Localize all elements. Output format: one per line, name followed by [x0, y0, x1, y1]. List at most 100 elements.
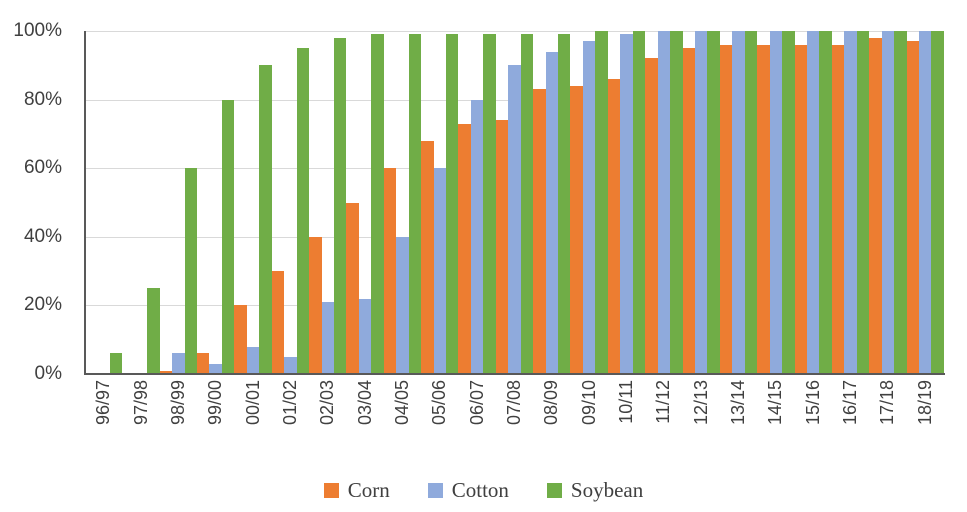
x-tick-label: 06/07	[466, 380, 487, 426]
bar-cotton-16/17	[844, 31, 857, 374]
x-tick-label: 96/97	[93, 380, 114, 426]
bar-soybean-17/18	[894, 31, 907, 374]
bar-corn-14/15	[757, 44, 770, 374]
bar-group-18/19	[906, 31, 944, 374]
bar-cotton-18/19	[919, 31, 932, 374]
corn-swatch-icon	[323, 483, 339, 498]
x-tick-99/00: 99/00	[197, 380, 234, 458]
bar-group-04/05	[383, 31, 422, 374]
x-axis-labels: 96/97 97/98 98/99 99/00 00/01 01/02 02/03 03/04…	[85, 380, 944, 458]
x-tick-16/17: 16/17	[832, 380, 869, 458]
cotton-swatch-icon	[427, 483, 443, 498]
x-tick-12/13: 12/13	[683, 380, 720, 458]
x-tick-11/12: 11/12	[645, 380, 682, 458]
bar-group-07/08	[495, 31, 534, 374]
bar-soybean-07/08	[520, 34, 534, 374]
x-tick-04/05: 04/05	[384, 380, 421, 458]
x-tick-96/97: 96/97	[85, 380, 122, 458]
x-tick-00/01: 00/01	[234, 380, 271, 458]
bar-cotton-05/06	[433, 168, 446, 374]
x-tick-07/08: 07/08	[496, 380, 533, 458]
bar-group-17/18	[869, 31, 907, 374]
bar-group-03/04	[346, 31, 384, 374]
x-tick-10/11: 10/11	[608, 380, 645, 458]
legend: Corn Cotton Soybean	[0, 478, 967, 503]
bar-corn-03/04	[346, 202, 359, 374]
y-tick-60: 60%	[23, 157, 62, 178]
bar-cotton-10/11	[620, 34, 633, 374]
x-tick-14/15: 14/15	[757, 380, 794, 458]
bar-group-09/10	[570, 31, 608, 374]
x-tick-label: 97/98	[130, 380, 151, 426]
bar-corn-11/12	[645, 58, 658, 374]
bar-soybean-10/11	[632, 31, 646, 374]
bar-corn-98/99	[159, 370, 173, 374]
x-tick-label: 15/16	[802, 380, 823, 426]
bar-soybean-16/17	[856, 31, 870, 374]
x-tick-label: 00/01	[242, 380, 263, 426]
x-tick-label: 08/09	[541, 380, 562, 426]
legend-label-soybean: Soybean	[570, 478, 644, 502]
bar-soybean-05/06	[446, 34, 459, 374]
x-tick-label: 13/14	[728, 380, 749, 426]
bar-corn-08/09	[533, 89, 546, 374]
bar-cotton-99/00	[209, 363, 222, 374]
bar-soybean-18/19	[931, 31, 944, 374]
bar-cotton-06/07	[470, 99, 484, 374]
bar-soybean-15/16	[819, 31, 832, 374]
bar-group-11/12	[645, 31, 683, 374]
x-tick-label: 10/11	[615, 380, 636, 424]
x-tick-17/18: 17/18	[869, 380, 906, 458]
bar-group-08/09	[533, 31, 571, 374]
bar-corn-05/06	[421, 140, 434, 374]
bar-cotton-02/03	[321, 301, 334, 374]
x-tick-label: 01/02	[279, 380, 300, 426]
x-tick-label: 12/13	[690, 380, 711, 426]
bar-corn-13/14	[719, 44, 733, 374]
bar-cotton-01/02	[284, 356, 297, 374]
x-axis-line	[84, 373, 945, 375]
x-tick-label: 14/15	[765, 380, 786, 426]
legend-item-soybean: Soybean	[546, 478, 644, 503]
bar-group-96/97	[85, 31, 123, 374]
bar-corn-18/19	[906, 41, 920, 374]
bar-cotton-12/13	[694, 31, 708, 374]
bar-cotton-13/14	[732, 31, 745, 374]
bar-cotton-08/09	[545, 51, 559, 374]
x-tick-label: 07/08	[503, 380, 524, 426]
bar-soybean-03/04	[371, 34, 384, 374]
bar-soybean-11/12	[670, 31, 683, 374]
y-tick-40: 40%	[23, 226, 62, 247]
bar-soybean-08/09	[558, 34, 571, 374]
bar-corn-17/18	[869, 37, 882, 374]
bar-soybean-96/97	[109, 353, 123, 374]
legend-label-cotton: Cotton	[451, 478, 509, 502]
bar-group-13/14	[719, 31, 758, 374]
bar-group-02/03	[309, 31, 347, 374]
x-tick-05/06: 05/06	[421, 380, 458, 458]
y-tick-0: 0%	[34, 363, 62, 384]
bar-cotton-98/99	[172, 353, 185, 374]
bar-cotton-09/10	[582, 41, 596, 374]
x-tick-13/14: 13/14	[720, 380, 757, 458]
x-tick-label: 99/00	[205, 380, 226, 426]
x-tick-98/99: 98/99	[160, 380, 197, 458]
x-tick-01/02: 01/02	[272, 380, 309, 458]
bar-soybean-04/05	[408, 34, 422, 374]
bar-cotton-07/08	[508, 65, 521, 374]
bar-soybean-01/02	[296, 48, 310, 374]
y-tick-20: 20%	[23, 294, 62, 315]
bar-soybean-13/14	[744, 31, 758, 374]
x-tick-label: 98/99	[167, 380, 188, 426]
bar-cotton-04/05	[396, 236, 409, 374]
bar-corn-15/16	[794, 44, 807, 374]
bar-soybean-02/03	[333, 37, 347, 374]
bar-soybean-98/99	[184, 168, 198, 374]
bar-group-99/00	[197, 31, 235, 374]
x-tick-02/03: 02/03	[309, 380, 346, 458]
bar-corn-02/03	[309, 236, 322, 374]
x-tick-label: 02/03	[317, 380, 338, 426]
x-tick-18/19: 18/19	[907, 380, 944, 458]
bar-cotton-14/15	[769, 31, 783, 374]
bar-corn-99/00	[197, 353, 210, 374]
